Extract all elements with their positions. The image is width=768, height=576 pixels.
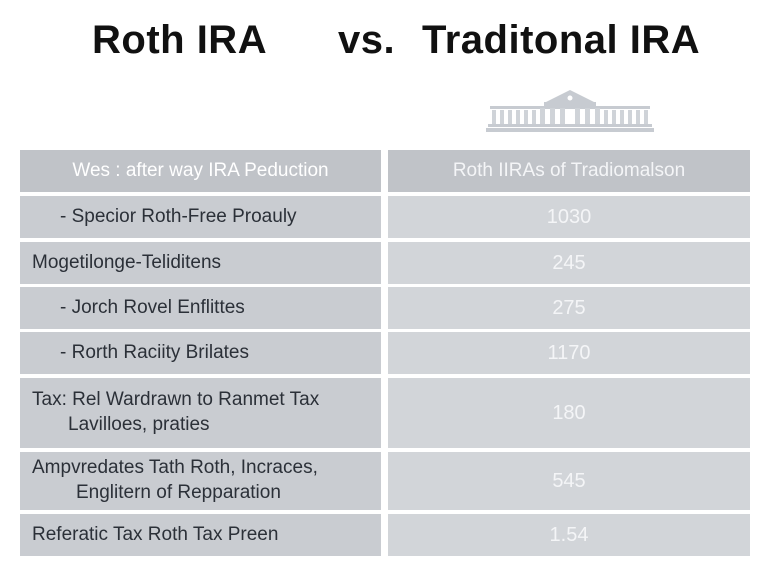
header-label-left: Wes : after way IRA Peduction [72, 159, 329, 181]
table-row: - Specior Roth-Free Proauly 1030 [20, 196, 750, 238]
row-label-cell: - Jorch Rovel Enflittes [20, 287, 381, 329]
header-cell-right: Roth IIRAs of Tradiomalson [388, 150, 750, 192]
header-cell-left: Wes : after way IRA Peduction [20, 150, 381, 192]
row-label-cell: Mogetilonge-Teliditens [20, 242, 381, 284]
row-value: 1030 [546, 206, 592, 228]
table-row: Mogetilonge-Teliditens 245 [20, 242, 750, 284]
government-building-icon [486, 90, 654, 132]
row-value-cell: 180 [388, 378, 750, 448]
table-row: Ampvredates Tath Roth, Incraces, Englite… [20, 452, 750, 510]
title-traditional-ira: Traditonal IRA [422, 18, 701, 62]
row-label-line1: Ampvredates Tath Roth, Incraces, [32, 457, 318, 479]
row-value: 1170 [547, 342, 591, 364]
row-value: 245 [552, 252, 586, 274]
row-label: Mogetilonge-Teliditens [32, 251, 222, 273]
table-row: Referatic Tax Roth Tax Preen 1.54 [20, 514, 750, 556]
row-value: 180 [552, 402, 586, 424]
row-label: - Specior Roth-Free Proauly [60, 205, 297, 227]
header-label-right: Roth IIRAs of Tradiomalson [452, 159, 686, 181]
row-label-cell: - Rorth Raciity Brilates [20, 332, 381, 374]
row-label-line2: Englitern of Repparation [76, 482, 281, 503]
row-value-cell: 275 [388, 287, 750, 329]
row-label-cell: Referatic Tax Roth Tax Preen [20, 514, 381, 556]
row-label: Referatic Tax Roth Tax Preen [32, 523, 279, 545]
row-value: 1.54 [549, 524, 589, 546]
page-title: Roth IRA vs. Traditonal IRA [0, 18, 768, 66]
table-row: - Jorch Rovel Enflittes 275 [20, 287, 750, 329]
row-label-line1: Tax: Rel Wardrawn to Ranmet Tax [32, 389, 320, 411]
row-value: 275 [552, 297, 586, 319]
table-header-row: Wes : after way IRA Peduction Roth IIRAs… [20, 150, 750, 192]
table-row: - Rorth Raciity Brilates 1170 [20, 332, 750, 374]
row-label-cell: Tax: Rel Wardrawn to Ranmet Tax Lavilloe… [20, 378, 381, 448]
row-value-cell: 245 [388, 242, 750, 284]
row-label-cell: Ampvredates Tath Roth, Incraces, Englite… [20, 452, 381, 510]
comparison-table: Wes : after way IRA Peduction Roth IIRAs… [20, 150, 750, 558]
row-label-cell: - Specior Roth-Free Proauly [20, 196, 381, 238]
row-label: - Jorch Rovel Enflittes [60, 296, 245, 318]
row-label: - Rorth Raciity Brilates [60, 341, 249, 363]
table-row: Tax: Rel Wardrawn to Ranmet Tax Lavilloe… [20, 378, 750, 448]
title-vs: vs. [338, 18, 396, 62]
row-value-cell: 545 [388, 452, 750, 510]
row-value-cell: 1030 [388, 196, 750, 238]
row-value-cell: 1170 [388, 332, 750, 374]
row-value-cell: 1.54 [388, 514, 750, 556]
title-roth-ira: Roth IRA [92, 18, 268, 62]
row-label-line2: Lavilloes, praties [68, 414, 210, 435]
row-value: 545 [552, 470, 586, 492]
